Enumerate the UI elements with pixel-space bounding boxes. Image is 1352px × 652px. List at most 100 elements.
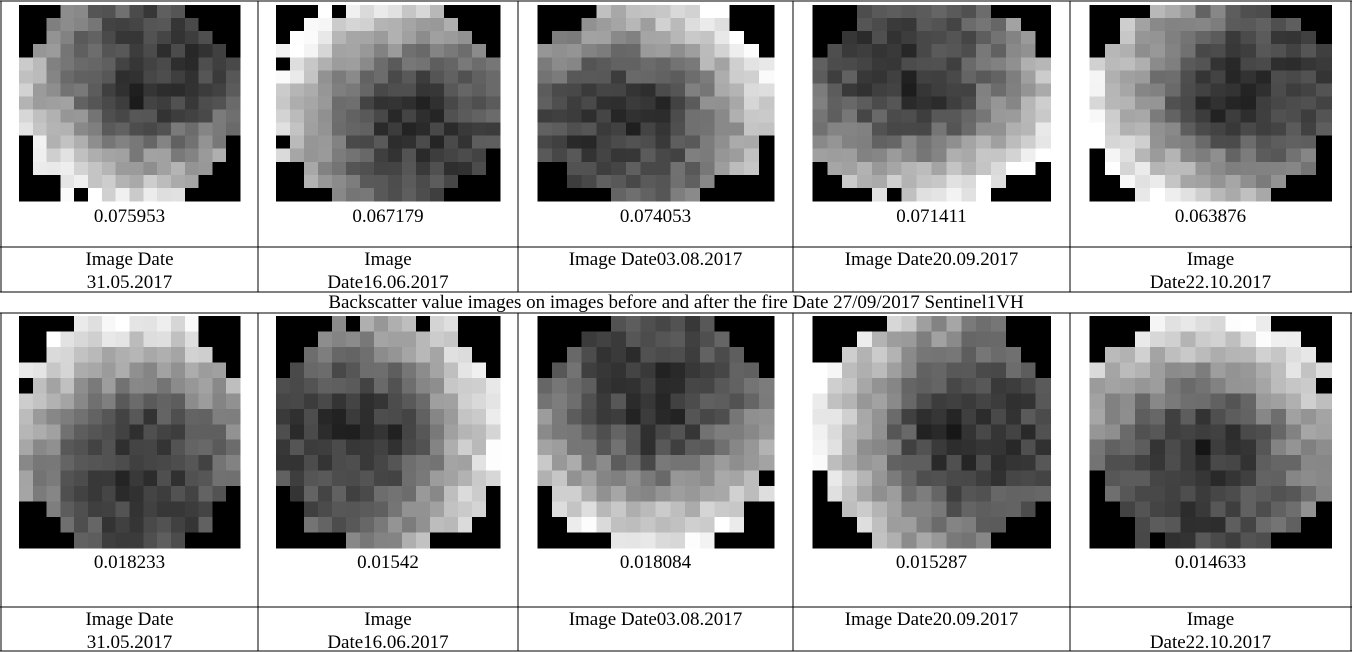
pixel (19, 439, 34, 456)
pixel (827, 455, 843, 472)
pixel (415, 501, 431, 518)
pixel (360, 470, 375, 487)
pixel (318, 393, 333, 410)
pixel (581, 362, 597, 379)
pixel (74, 470, 89, 487)
pixel (1180, 316, 1196, 333)
pixel (198, 501, 213, 518)
pixel (946, 346, 962, 363)
pixel (346, 135, 361, 150)
pixel (581, 470, 597, 487)
pixel (1104, 331, 1121, 348)
pixel (318, 346, 333, 363)
pixel (1270, 377, 1287, 394)
pixel (457, 70, 473, 84)
pixel (699, 439, 716, 456)
pixel (596, 346, 612, 363)
pixel (991, 377, 1007, 394)
pixel (640, 316, 657, 333)
pixel (332, 174, 347, 189)
pixel (759, 57, 775, 71)
pixel (74, 161, 89, 176)
pixel (976, 18, 992, 32)
pixel (471, 393, 487, 410)
pixel (1270, 517, 1287, 534)
pixel (1165, 486, 1181, 503)
pixel (346, 148, 361, 163)
pixel (1165, 109, 1181, 124)
pixel (46, 362, 61, 379)
pixel (1240, 424, 1257, 441)
pixel (318, 109, 333, 124)
pixel (1270, 187, 1287, 202)
pixel (429, 83, 445, 98)
pixel (1089, 70, 1106, 84)
pixel (699, 57, 716, 71)
pixel (812, 424, 828, 441)
pixel (827, 486, 843, 503)
pixel (1316, 187, 1332, 202)
pixel (670, 455, 686, 472)
pixel (360, 96, 375, 111)
pixel (429, 501, 445, 518)
pixel (916, 96, 933, 111)
pixel (842, 70, 858, 84)
pixel (901, 362, 918, 379)
pixel (304, 122, 319, 137)
pixel (143, 532, 158, 549)
pixel (611, 439, 627, 456)
pixel (1020, 135, 1037, 150)
pixel (871, 316, 888, 333)
pixel (699, 174, 716, 189)
pixel (812, 5, 828, 19)
pixel (415, 331, 431, 348)
pixel (670, 532, 686, 549)
pixel (46, 470, 61, 487)
pixel (346, 532, 361, 549)
pixel (360, 377, 375, 394)
pixel (1210, 532, 1227, 549)
pixel (1104, 408, 1121, 425)
pixel (1270, 148, 1287, 163)
pixel (374, 187, 389, 202)
pixel (290, 174, 305, 189)
pixel (304, 5, 319, 19)
pixel (1286, 439, 1302, 456)
pixel (101, 532, 117, 549)
pixel (759, 455, 775, 472)
pixel (1089, 501, 1106, 518)
pixel (759, 174, 775, 189)
pixel (212, 57, 227, 71)
pixel (827, 362, 843, 379)
pixel (276, 5, 291, 19)
pixel (1316, 424, 1332, 441)
pixel (1195, 109, 1212, 124)
pixel (537, 377, 553, 394)
pixel (318, 31, 333, 45)
pixel (457, 362, 473, 379)
pixel (318, 455, 333, 472)
pixel (360, 486, 375, 503)
pixel (1270, 424, 1287, 441)
pixel (157, 439, 172, 456)
pixel (1240, 408, 1257, 425)
pixel (143, 362, 158, 379)
pixel (1104, 393, 1121, 410)
pixel (842, 148, 858, 163)
pixel (537, 96, 553, 111)
pixel (901, 346, 918, 363)
pixel (611, 135, 627, 150)
pixel (226, 408, 241, 425)
pixel (1150, 18, 1166, 32)
pixel (581, 109, 597, 124)
pixel (304, 393, 319, 410)
pixel (485, 96, 501, 111)
pixel (857, 148, 873, 163)
pixel (304, 424, 319, 441)
pixel (842, 83, 858, 98)
pixel (699, 532, 716, 549)
pixel (1119, 83, 1136, 98)
pixel (566, 148, 583, 163)
pixel (1165, 31, 1181, 45)
pixel (640, 174, 657, 189)
